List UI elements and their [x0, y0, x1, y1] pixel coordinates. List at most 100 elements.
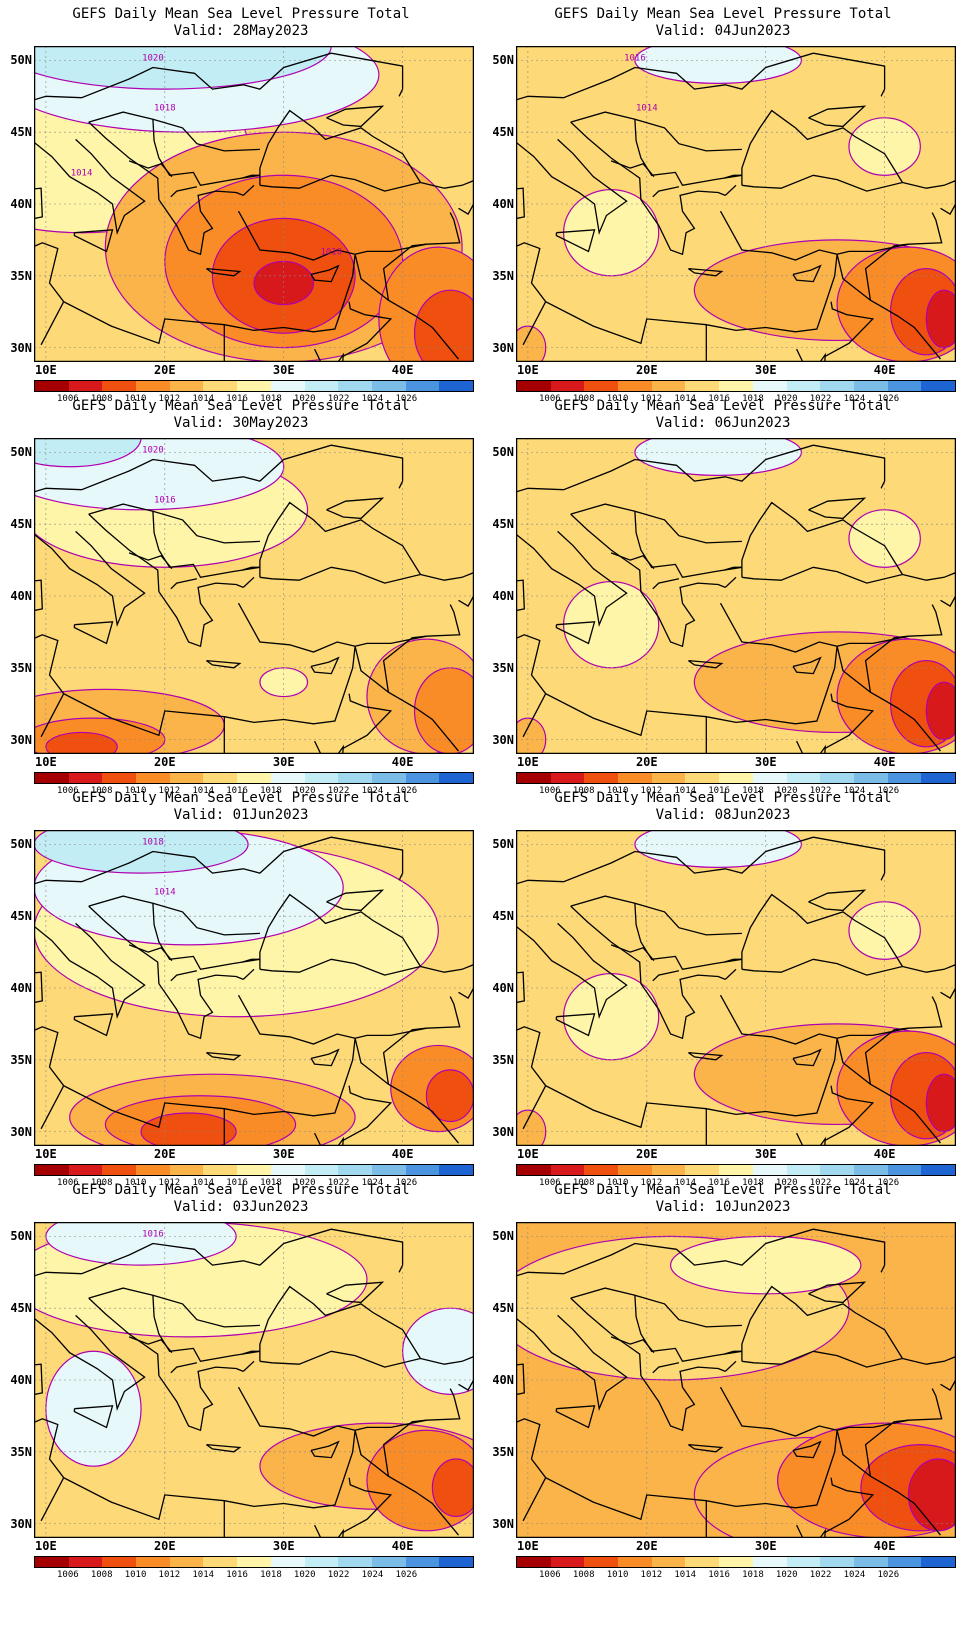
- colorbar-swatch: [169, 773, 204, 783]
- coastline: [824, 301, 875, 357]
- pressure-map-svg: [516, 830, 956, 1146]
- colorbar-swatch: [35, 1165, 69, 1175]
- panel-title: GEFS Daily Mean Sea Level Pressure Total: [554, 790, 892, 806]
- coastline: [242, 184, 255, 196]
- pressure-fill-region: [562, 581, 660, 669]
- colorbar-swatch: [618, 381, 652, 391]
- coastline: [516, 444, 886, 493]
- y-tick-label: 50N: [10, 445, 32, 460]
- colorbar-swatch: [102, 1557, 137, 1567]
- colorbar-swatch: [921, 381, 955, 391]
- coastline: [354, 1388, 461, 1431]
- coastline: [354, 1038, 460, 1144]
- map-border: [34, 830, 474, 1146]
- colorbar-label: 1010: [124, 394, 147, 404]
- coastline: [170, 970, 198, 982]
- coastline: [420, 179, 474, 216]
- colorbar-label: 1014: [674, 786, 697, 796]
- colorbar-swatch: [270, 773, 305, 783]
- coastline: [34, 1386, 356, 1521]
- colorbar-swatch: [203, 1557, 238, 1567]
- coastline: [808, 889, 867, 912]
- panel-valid-date: Valid: 03Jun2023: [173, 1199, 309, 1215]
- y-tick-label: 50N: [492, 53, 514, 68]
- coastline: [310, 1048, 340, 1067]
- coastline: [516, 1386, 838, 1521]
- colorbar-swatch: [338, 773, 372, 783]
- x-tick-label: 30E: [272, 1539, 295, 1553]
- colorbar-swatch: [786, 1557, 821, 1567]
- colorbar-label: 1020: [293, 394, 316, 404]
- colorbar-swatch: [786, 773, 821, 783]
- colorbar-swatch: [405, 1557, 440, 1567]
- colorbar-label: 1006: [57, 394, 79, 404]
- colorbar-label: 1020: [775, 1570, 798, 1580]
- x-tick-label: 10E: [35, 1147, 57, 1161]
- colorbar-label: 1024: [843, 1178, 866, 1188]
- coastline: [836, 212, 943, 255]
- coastline: [741, 1285, 904, 1368]
- coastline: [516, 836, 886, 885]
- map-border: [516, 1222, 956, 1538]
- coastline: [34, 922, 146, 1020]
- coastline: [836, 604, 943, 647]
- colorbar-swatch: [618, 1165, 652, 1175]
- coastline: [73, 1013, 114, 1037]
- colorbar-swatch: [584, 381, 619, 391]
- colorbar-label: 1022: [809, 1178, 832, 1188]
- colorbar-swatch: [786, 1165, 821, 1175]
- coastline: [516, 1228, 886, 1277]
- coastline: [522, 301, 547, 346]
- pressure-map-svg: [516, 1222, 956, 1538]
- x-tick-label: 30E: [754, 1539, 777, 1553]
- coastline: [88, 1287, 260, 1328]
- coastline: [836, 254, 942, 360]
- pressure-fill-region: [34, 830, 249, 874]
- coastline: [326, 1281, 385, 1304]
- map-border: [34, 1222, 474, 1538]
- colorbar-label: 1016: [226, 1178, 248, 1188]
- coastline: [652, 970, 680, 982]
- x-tick-label: 10E: [517, 1539, 539, 1553]
- x-tick-label: 40E: [873, 755, 896, 769]
- y-tick-label: 45N: [10, 1301, 32, 1316]
- colorbar-swatch: [719, 1165, 753, 1175]
- colorbar-label: 1018: [742, 394, 764, 404]
- coastline: [688, 1051, 724, 1061]
- colorbar-label: 1022: [809, 394, 832, 404]
- colorbar-swatch: [270, 1165, 305, 1175]
- colorbar-swatch: [887, 773, 922, 783]
- coastline: [34, 530, 146, 628]
- pressure-fill-region: [34, 438, 142, 468]
- colorbar-label: 1020: [293, 786, 316, 796]
- colorbar-swatch: [405, 773, 440, 783]
- map-panel: GEFS Daily Mean Sea Level Pressure Total…: [0, 0, 482, 410]
- colorbar-label: 1018: [742, 1570, 764, 1580]
- y-tick-label: 45N: [10, 909, 32, 924]
- map-border: [516, 46, 956, 362]
- x-tick-label: 10E: [35, 1539, 57, 1553]
- colorbar-label: 1014: [674, 394, 697, 404]
- colorbar-label: 1010: [606, 786, 629, 796]
- y-tick-label: 35N: [492, 1052, 514, 1067]
- contour-label: 1016: [142, 1229, 164, 1239]
- y-tick-label: 30N: [492, 1124, 514, 1139]
- x-tick-label: 40E: [391, 1147, 414, 1161]
- colorbar-label: 1016: [708, 786, 730, 796]
- coastline: [555, 229, 596, 253]
- coastline: [864, 243, 909, 301]
- coastline: [824, 1477, 875, 1533]
- colorbar-swatch: [517, 381, 551, 391]
- colorbar-label: 1022: [809, 786, 832, 796]
- colorbar-label: 1026: [395, 394, 418, 404]
- colorbar-label: 1008: [572, 394, 595, 404]
- coastline: [206, 267, 242, 277]
- colorbar-swatch: [921, 773, 955, 783]
- colorbar-swatch: [439, 1165, 473, 1175]
- y-tick-label: 30N: [10, 732, 32, 747]
- colorbar-swatch: [651, 1557, 686, 1567]
- colorbar-swatch: [136, 1165, 170, 1175]
- coastline: [824, 1085, 875, 1141]
- coastline: [741, 893, 904, 976]
- coastline: [516, 530, 628, 628]
